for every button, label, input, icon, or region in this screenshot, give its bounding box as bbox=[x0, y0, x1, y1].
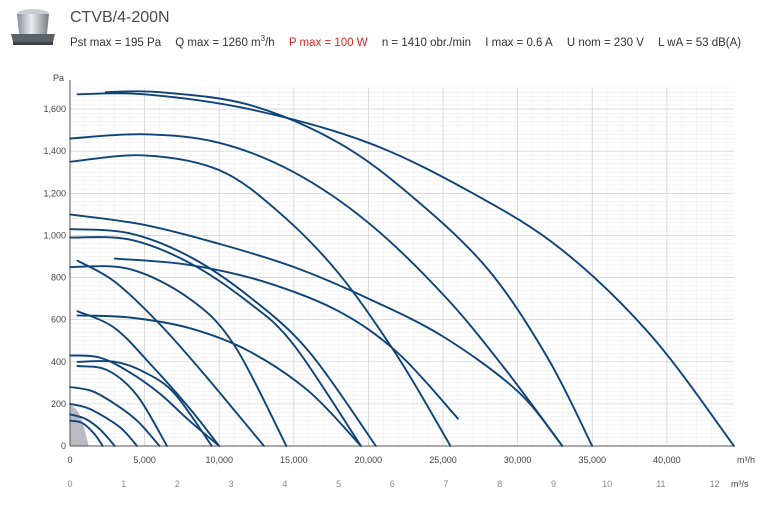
y-axis-label: Pa bbox=[53, 73, 64, 83]
performance-curve bbox=[76, 360, 213, 447]
spec-line: Pst max = 195 Pa Q max = 1260 m3/h P max… bbox=[70, 34, 752, 49]
model-title: CTVB/4-200N bbox=[70, 9, 170, 26]
x2-tick-label: 4 bbox=[282, 479, 287, 489]
performance-curve bbox=[69, 213, 564, 447]
major-grid bbox=[69, 88, 734, 447]
y-tick-label: 400 bbox=[51, 357, 66, 367]
spec-q: Q max = 1260 m3/h bbox=[175, 34, 275, 49]
performance-curve bbox=[69, 419, 104, 447]
x-tick-label: 20,000 bbox=[355, 455, 383, 465]
tick-labels: 0 200 400 600 800 1,000 1,200 1,400 1,600 0 5,000 1… bbox=[43, 73, 755, 489]
x2-axis-label: m³/s bbox=[731, 479, 749, 489]
x2-tick-label: 10 bbox=[602, 479, 612, 489]
spec-voltage: U nom = 230 V bbox=[566, 36, 644, 49]
spec-sound: L wA = 53 dB(A) bbox=[658, 36, 742, 49]
y-tick-label: 1,400 bbox=[43, 146, 66, 156]
performance-curve bbox=[76, 365, 168, 447]
spec-power: P max = 100 W bbox=[288, 36, 368, 49]
spec-pst: Pst max = 195 Pa bbox=[70, 36, 162, 49]
x2-tick-label: 12 bbox=[710, 479, 720, 489]
performance-curve bbox=[69, 354, 221, 447]
y-tick-label: 1,000 bbox=[43, 230, 66, 240]
x-tick-label: 10,000 bbox=[205, 455, 233, 465]
x-tick-label: 35,000 bbox=[578, 455, 606, 465]
x-tick-label: 5,000 bbox=[133, 455, 156, 465]
axes bbox=[69, 80, 734, 447]
performance-curve bbox=[69, 413, 116, 447]
chart-header: CTVB/4-200N Pst max = 195 Pa Q max = 126… bbox=[0, 0, 761, 60]
y-tick-label: 800 bbox=[51, 273, 66, 283]
performance-curve bbox=[69, 154, 452, 447]
x-tick-label: 0 bbox=[67, 455, 72, 465]
y-tick-label: 0 bbox=[61, 441, 66, 451]
performance-curve bbox=[76, 92, 735, 447]
x2-tick-label: 7 bbox=[444, 479, 449, 489]
x2-tick-label: 1 bbox=[121, 479, 126, 489]
x-tick-label: 40,000 bbox=[653, 455, 681, 465]
x2-tick-label: 3 bbox=[229, 479, 234, 489]
x-tick-label: 25,000 bbox=[429, 455, 457, 465]
y-tick-label: 600 bbox=[51, 315, 66, 325]
performance-curve bbox=[69, 386, 161, 447]
x-tick-label: 15,000 bbox=[280, 455, 308, 465]
x-tick-label: 30,000 bbox=[504, 455, 532, 465]
performance-curve bbox=[69, 133, 564, 447]
x2-tick-label: 0 bbox=[67, 479, 72, 489]
performance-curve bbox=[104, 90, 594, 447]
performance-curve bbox=[69, 228, 377, 447]
x2-tick-label: 6 bbox=[390, 479, 395, 489]
performance-curve bbox=[69, 402, 139, 447]
y-tick-label: 1,600 bbox=[43, 104, 66, 114]
x2-tick-label: 9 bbox=[551, 479, 556, 489]
x-axis-label: m³/h bbox=[737, 455, 755, 465]
x2-tick-label: 2 bbox=[175, 479, 180, 489]
spec-current: I max = 0.6 A bbox=[485, 36, 553, 49]
y-tick-label: 200 bbox=[51, 399, 66, 409]
performance-curve bbox=[69, 265, 288, 447]
y-tick-label: 1,200 bbox=[43, 188, 66, 198]
x2-tick-label: 5 bbox=[336, 479, 341, 489]
curve-group bbox=[69, 90, 735, 447]
performance-curve bbox=[113, 257, 459, 420]
performance-curve bbox=[69, 236, 362, 447]
minor-grid bbox=[69, 87, 734, 447]
performance-curve bbox=[76, 259, 265, 447]
x2-tick-label: 8 bbox=[497, 479, 502, 489]
x2-tick-label: 11 bbox=[656, 479, 665, 489]
performance-curve bbox=[76, 314, 362, 447]
performance-curve bbox=[76, 310, 221, 447]
spec-rpm: n = 1410 obr./min bbox=[381, 36, 472, 49]
fan-product-icon bbox=[11, 9, 55, 45]
